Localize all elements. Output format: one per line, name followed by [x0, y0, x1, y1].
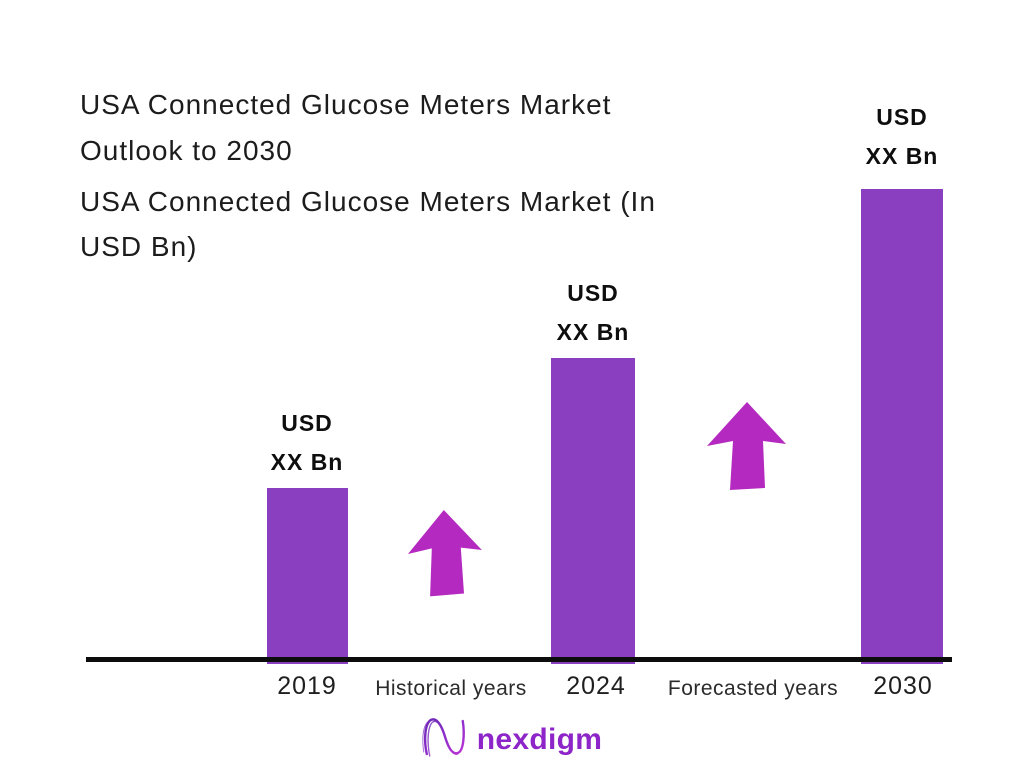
- x-tick-2024: 2024: [566, 672, 626, 700]
- page-title-line-1: USA Connected Glucose Meters Market: [80, 89, 612, 120]
- bar-value-2030-line-2: XX Bn: [865, 143, 939, 169]
- nexdigm-logo-icon: [422, 716, 468, 763]
- page-title-line-2: Outlook to 2030: [80, 135, 293, 166]
- bar-2030: [861, 189, 943, 664]
- x-annotation-forecasted-years: Forecasted years: [667, 677, 839, 700]
- chart-subtitle-line-2: USD Bn): [80, 231, 198, 262]
- bar-value-label-2024: USD XX Bn: [493, 274, 693, 352]
- x-tick-2030: 2030: [873, 672, 933, 700]
- bar-2019: [267, 488, 348, 664]
- page-title: USA Connected Glucose Meters Market Outl…: [80, 82, 611, 174]
- bar-value-2024-line-1: USD: [567, 280, 619, 306]
- bar-value-2019-line-1: USD: [281, 410, 333, 436]
- bar-value-2030-line-1: USD: [876, 104, 928, 130]
- growth-arrow-icon: [707, 402, 787, 495]
- brand-logo: nexdigm: [422, 716, 602, 763]
- chart-subtitle-line-1: USA Connected Glucose Meters Market (In: [80, 186, 656, 217]
- growth-arrow-icon: [407, 509, 485, 602]
- bar-value-2019-line-2: XX Bn: [270, 449, 344, 475]
- brand-wordmark: nexdigm: [476, 722, 603, 756]
- x-annotation-historical-years: Historical years: [375, 677, 527, 700]
- x-axis-line: [86, 657, 952, 662]
- bar-value-label-2019: USD XX Bn: [207, 404, 407, 482]
- x-tick-2019: 2019: [277, 672, 337, 700]
- bar-2024: [551, 358, 635, 664]
- chart-subtitle: USA Connected Glucose Meters Market (In …: [80, 179, 656, 269]
- bar-value-2024-line-2: XX Bn: [556, 319, 630, 345]
- bar-value-label-2030: USD XX Bn: [802, 98, 1002, 176]
